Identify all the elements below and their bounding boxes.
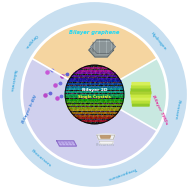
Text: Oxygen: Oxygen (24, 33, 38, 49)
Point (61, 74, 64, 77)
Polygon shape (99, 141, 113, 144)
Polygon shape (57, 141, 77, 146)
Point (46, 70, 49, 73)
Point (71, 87, 74, 90)
FancyBboxPatch shape (132, 98, 150, 100)
Point (67, 89, 70, 92)
FancyBboxPatch shape (132, 83, 149, 85)
Point (60, 95, 63, 98)
Circle shape (22, 22, 167, 167)
Wedge shape (22, 58, 157, 167)
Polygon shape (91, 40, 115, 53)
Polygon shape (89, 43, 113, 57)
Text: Hydrogen: Hydrogen (149, 31, 167, 51)
Text: Precursors: Precursors (30, 149, 52, 168)
Text: Bilayer 2D: Bilayer 2D (82, 88, 107, 92)
Text: Pressure: Pressure (173, 98, 180, 119)
FancyBboxPatch shape (131, 89, 150, 91)
Text: Precursors: Precursors (96, 143, 115, 147)
Point (55, 97, 58, 100)
Point (58, 82, 61, 85)
Text: Substrate: Substrate (9, 68, 17, 92)
Point (49, 91, 52, 94)
Wedge shape (32, 22, 157, 94)
Point (66, 72, 69, 75)
FancyBboxPatch shape (131, 92, 151, 94)
Text: Bilayer h-BN: Bilayer h-BN (21, 95, 38, 124)
FancyBboxPatch shape (132, 86, 150, 88)
Text: Bilayer graphene: Bilayer graphene (69, 30, 120, 35)
Text: Temperature: Temperature (108, 166, 138, 180)
FancyBboxPatch shape (131, 95, 150, 97)
Ellipse shape (97, 134, 115, 136)
Text: Single Crystals: Single Crystals (78, 95, 111, 99)
Circle shape (65, 65, 124, 124)
Point (44, 93, 47, 96)
FancyBboxPatch shape (132, 101, 149, 103)
Polygon shape (97, 135, 115, 139)
Wedge shape (94, 58, 167, 131)
Circle shape (3, 3, 186, 186)
Text: Bilayer TMDs: Bilayer TMDs (151, 94, 168, 125)
FancyBboxPatch shape (132, 104, 149, 106)
Point (53, 84, 56, 87)
Point (50, 68, 53, 71)
Polygon shape (100, 136, 111, 138)
